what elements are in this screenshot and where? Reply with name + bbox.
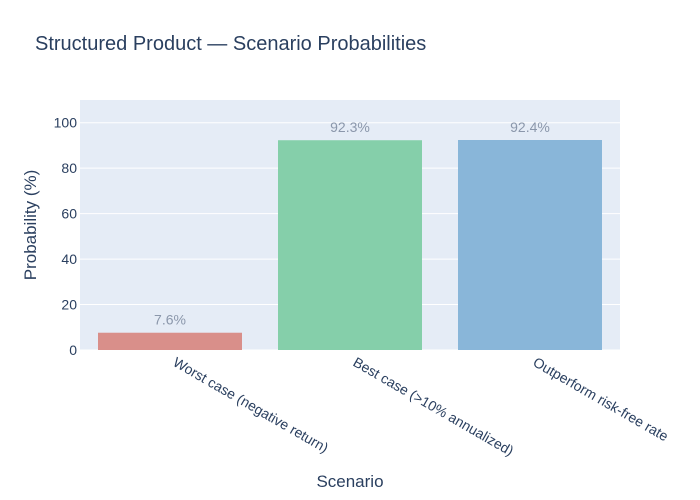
bar-data-label: 7.6% — [154, 312, 186, 328]
chart-title: Structured Product — Scenario Probabilit… — [35, 33, 426, 55]
x-tick-label: Best case (>10% annualized) — [351, 354, 517, 459]
bars — [98, 140, 602, 350]
x-axis-ticks: Worst case (negative return) Best case (>… — [171, 354, 672, 459]
bar — [98, 332, 242, 350]
y-tick-label: 20 — [61, 297, 77, 313]
bar-data-labels: 7.6% 92.3% 92.4% — [154, 119, 550, 328]
y-tick-label: 100 — [54, 115, 78, 131]
y-tick-label: 60 — [61, 206, 77, 222]
y-tick-label: 40 — [61, 251, 77, 267]
y-axis-ticks: 0 20 40 60 80 100 — [54, 115, 78, 358]
y-tick-label: 80 — [61, 160, 77, 176]
y-tick-label: 0 — [69, 342, 77, 358]
bar — [278, 140, 422, 350]
x-axis-title: Scenario — [316, 472, 383, 491]
x-tick-label: Worst case (negative return) — [171, 354, 332, 456]
y-axis-title: Probability (%) — [21, 170, 40, 281]
x-tick-label: Outperform risk-free rate — [531, 354, 672, 445]
bar-data-label: 92.3% — [330, 119, 370, 135]
bar — [458, 140, 602, 350]
bar-data-label: 92.4% — [510, 119, 550, 135]
